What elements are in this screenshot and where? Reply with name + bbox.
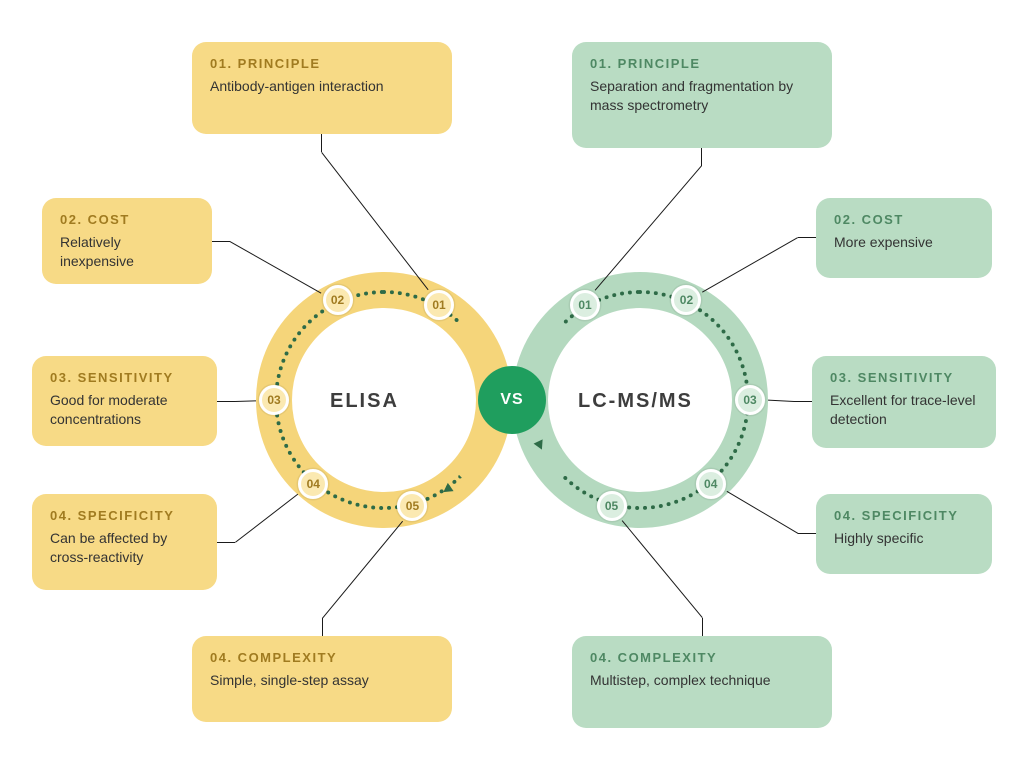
card-desc: Antibody-antigen interaction [210, 77, 434, 96]
left-card-05: 04. COMPLEXITY Simple, single-step assay [192, 636, 452, 722]
card-title: 04. COMPLEXITY [590, 650, 814, 665]
connector-line [768, 400, 794, 402]
vs-label: VS [500, 391, 523, 409]
card-desc: Relatively inexpensive [60, 233, 194, 271]
left-card-01: 01. PRINCIPLE Antibody-antigen interacti… [192, 42, 452, 134]
card-title: 01. PRINCIPLE [210, 56, 434, 71]
left-card-03: 03. SENSITIVITY Good for moderate concen… [32, 356, 217, 446]
left-card-02: 02. COST Relatively inexpensive [42, 198, 212, 284]
right-card-02: 02. COST More expensive [816, 198, 992, 278]
connector-line [217, 401, 235, 402]
card-title: 04. SPECIFICITY [50, 508, 199, 523]
left-node-01: 01 [424, 290, 454, 320]
right-node-03: 03 [735, 385, 765, 415]
card-title: 03. SENSITIVITY [830, 370, 978, 385]
card-desc: Multistep, complex technique [590, 671, 814, 690]
card-desc: Highly specific [834, 529, 974, 548]
card-desc: Separation and fragmentation by mass spe… [590, 77, 814, 115]
card-title: 01. PRINCIPLE [590, 56, 814, 71]
card-title: 02. COST [834, 212, 974, 227]
card-title: 04. SPECIFICITY [834, 508, 974, 523]
comparison-diagram: VS ELISA LC-MS/MS 01 02 03 04 05 01 02 0… [0, 0, 1024, 768]
right-card-05: 04. COMPLEXITY Multistep, complex techni… [572, 636, 832, 728]
right-node-04: 04 [696, 469, 726, 499]
card-title: 02. COST [60, 212, 194, 227]
connector-line [235, 400, 256, 402]
connector-line [230, 241, 322, 293]
vs-badge: VS [478, 366, 546, 434]
connector-line [701, 148, 702, 166]
connector-line [212, 241, 230, 242]
card-desc: Can be affected by cross-reactivity [50, 529, 199, 567]
connector-line [794, 401, 812, 402]
connector-line [622, 520, 703, 618]
right-method-label: LC-MS/MS [578, 390, 693, 413]
left-card-04: 04. SPECIFICITY Can be affected by cross… [32, 494, 217, 590]
connector-line [727, 491, 799, 534]
left-method-label: ELISA [330, 390, 399, 413]
connector-line [798, 533, 816, 534]
card-desc: More expensive [834, 233, 974, 252]
connector-line [321, 134, 322, 152]
left-node-02: 02 [323, 285, 353, 315]
right-card-03: 03. SENSITIVITY Excellent for trace-leve… [812, 356, 996, 448]
card-title: 04. COMPLEXITY [210, 650, 434, 665]
right-card-01: 01. PRINCIPLE Separation and fragmentati… [572, 42, 832, 148]
connector-line [321, 152, 429, 290]
connector-line [322, 521, 403, 619]
card-desc: Simple, single-step assay [210, 671, 434, 690]
connector-line [322, 618, 323, 636]
right-card-04: 04. SPECIFICITY Highly specific [816, 494, 992, 574]
connector-line [702, 618, 703, 636]
right-node-05: 05 [597, 491, 627, 521]
right-node-01: 01 [570, 290, 600, 320]
connector-line [798, 237, 816, 238]
card-title: 03. SENSITIVITY [50, 370, 199, 385]
connector-line [217, 542, 235, 543]
connector-line [235, 494, 298, 543]
card-desc: Good for moderate concentrations [50, 391, 199, 429]
connector-line [702, 237, 798, 292]
card-desc: Excellent for trace-level detection [830, 391, 978, 429]
left-node-03: 03 [259, 385, 289, 415]
